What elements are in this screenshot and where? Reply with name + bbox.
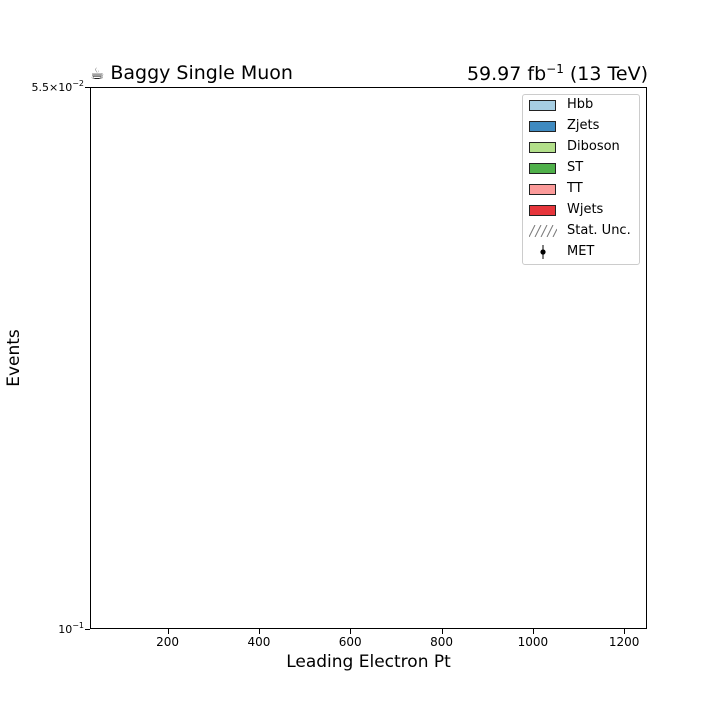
legend-label: ST bbox=[567, 160, 584, 175]
x-tick bbox=[624, 629, 626, 634]
x-tick-label: 800 bbox=[430, 635, 453, 649]
legend-swatch bbox=[529, 100, 556, 111]
legend-item-tt: TT bbox=[523, 181, 639, 201]
x-tick bbox=[532, 629, 534, 634]
chart-title-right: 59.97 fb−1 (13 TeV) bbox=[467, 62, 648, 85]
data-marker-icon bbox=[540, 245, 546, 259]
hatch-pattern-icon bbox=[529, 225, 557, 237]
legend-label: Hbb bbox=[567, 97, 594, 112]
legend-swatch bbox=[529, 142, 556, 153]
x-tick-label: 400 bbox=[247, 635, 271, 649]
legend-label-stat-unc: Stat. Unc. bbox=[567, 223, 631, 238]
x-tick-label: 1200 bbox=[608, 635, 640, 649]
legend-label: Zjets bbox=[567, 118, 600, 133]
y-tick-top-base: 5.5×10 bbox=[31, 81, 73, 94]
lumi-value: 59.97 fb bbox=[466, 63, 547, 85]
y-tick-bottom-exp: −1 bbox=[72, 621, 84, 630]
plot-area bbox=[90, 87, 647, 629]
legend-swatch bbox=[529, 163, 556, 174]
y-tick-top-exp: −2 bbox=[72, 79, 84, 88]
legend-swatch bbox=[529, 205, 556, 216]
x-tick-label: 1000 bbox=[517, 635, 549, 649]
legend-item-wjets: Wjets bbox=[523, 202, 639, 222]
x-tick bbox=[167, 629, 169, 634]
x-tick bbox=[350, 629, 352, 634]
y-tick-bottom-base: 10 bbox=[58, 623, 73, 636]
legend-label-data: MET bbox=[567, 244, 595, 259]
coffee-cup-icon: ☕ bbox=[90, 64, 105, 83]
y-axis-label: Events bbox=[4, 329, 24, 387]
legend-label: Wjets bbox=[567, 202, 604, 217]
legend-label: TT bbox=[567, 181, 583, 196]
energy-label: (13 TeV) bbox=[569, 63, 648, 85]
chart-title-left: ☕ Baggy Single Muon bbox=[90, 62, 293, 84]
y-tick-label-top: 5.5×10−2 bbox=[31, 79, 84, 94]
x-axis-label: Leading Electron Pt bbox=[286, 652, 451, 672]
legend: Hbb Zjets Diboson ST TT Wjets Stat. Unc. MET bbox=[522, 94, 640, 265]
legend-item-data: MET bbox=[523, 244, 639, 264]
legend-swatch bbox=[529, 121, 556, 132]
x-tick bbox=[441, 629, 443, 634]
chart-title-text: Baggy Single Muon bbox=[110, 62, 293, 84]
lumi-exponent: −1 bbox=[546, 62, 564, 76]
legend-item-diboson: Diboson bbox=[523, 139, 639, 159]
y-tick-bottom bbox=[85, 629, 90, 630]
legend-label: Diboson bbox=[567, 139, 620, 154]
y-tick-top bbox=[85, 87, 90, 88]
legend-item-st: ST bbox=[523, 160, 639, 180]
legend-swatch bbox=[529, 184, 556, 195]
y-tick-label-bottom: 10−1 bbox=[58, 621, 84, 636]
legend-item-stat-unc: Stat. Unc. bbox=[523, 223, 639, 243]
x-tick bbox=[258, 629, 260, 634]
legend-item-zjets: Zjets bbox=[523, 118, 639, 138]
x-tick-label: 200 bbox=[156, 635, 180, 649]
x-tick-label: 600 bbox=[338, 635, 362, 649]
legend-item-hbb: Hbb bbox=[523, 97, 639, 117]
